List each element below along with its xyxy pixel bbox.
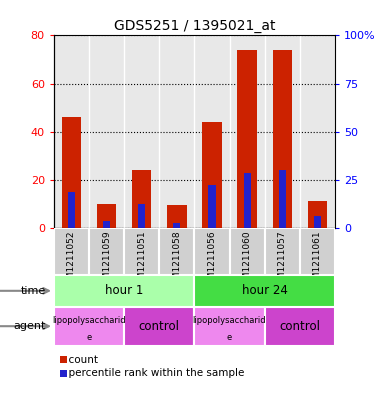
Bar bbox=[238, 50, 257, 228]
Text: GSM1211061: GSM1211061 bbox=[313, 230, 322, 291]
Text: count: count bbox=[62, 354, 98, 365]
Text: GSM1211058: GSM1211058 bbox=[172, 230, 181, 291]
Bar bbox=[194, 275, 335, 307]
Bar bbox=[62, 117, 81, 228]
Text: GSM1211051: GSM1211051 bbox=[137, 230, 146, 291]
Text: e: e bbox=[86, 334, 92, 342]
Text: GSM1211060: GSM1211060 bbox=[243, 230, 252, 291]
Bar bbox=[229, 228, 265, 275]
Text: hour 1: hour 1 bbox=[105, 284, 143, 298]
Text: control: control bbox=[139, 320, 180, 333]
Bar bbox=[308, 202, 327, 228]
Bar bbox=[103, 221, 110, 228]
Bar bbox=[279, 170, 286, 228]
Bar bbox=[264, 307, 335, 346]
Text: percentile rank within the sample: percentile rank within the sample bbox=[62, 368, 244, 378]
Text: agent: agent bbox=[14, 321, 46, 331]
Text: GSM1211059: GSM1211059 bbox=[102, 230, 111, 291]
Bar bbox=[138, 204, 145, 228]
Bar bbox=[314, 216, 321, 228]
Bar bbox=[194, 228, 229, 275]
Bar bbox=[54, 307, 124, 346]
Bar bbox=[68, 192, 75, 228]
Bar bbox=[300, 228, 335, 275]
Bar bbox=[167, 205, 186, 228]
Text: hour 24: hour 24 bbox=[242, 284, 288, 298]
Bar bbox=[273, 50, 292, 228]
Text: lipopolysaccharid: lipopolysaccharid bbox=[193, 316, 266, 325]
Bar bbox=[244, 173, 251, 228]
Bar bbox=[132, 170, 151, 228]
Bar bbox=[97, 204, 116, 228]
Bar bbox=[173, 223, 180, 228]
Bar bbox=[124, 307, 194, 346]
Bar bbox=[208, 185, 216, 228]
Bar bbox=[159, 228, 194, 275]
Bar bbox=[194, 307, 265, 346]
Text: control: control bbox=[280, 320, 320, 333]
Bar bbox=[89, 228, 124, 275]
Title: GDS5251 / 1395021_at: GDS5251 / 1395021_at bbox=[114, 19, 275, 33]
Bar bbox=[264, 228, 300, 275]
Text: lipopolysaccharid: lipopolysaccharid bbox=[52, 316, 126, 325]
Text: time: time bbox=[21, 286, 46, 296]
Bar bbox=[203, 122, 222, 228]
Text: e: e bbox=[227, 334, 232, 342]
Bar bbox=[54, 228, 89, 275]
Bar bbox=[124, 228, 159, 275]
Text: GSM1211057: GSM1211057 bbox=[278, 230, 287, 291]
Bar bbox=[54, 275, 194, 307]
Text: GSM1211052: GSM1211052 bbox=[67, 230, 76, 291]
Text: GSM1211056: GSM1211056 bbox=[208, 230, 216, 291]
